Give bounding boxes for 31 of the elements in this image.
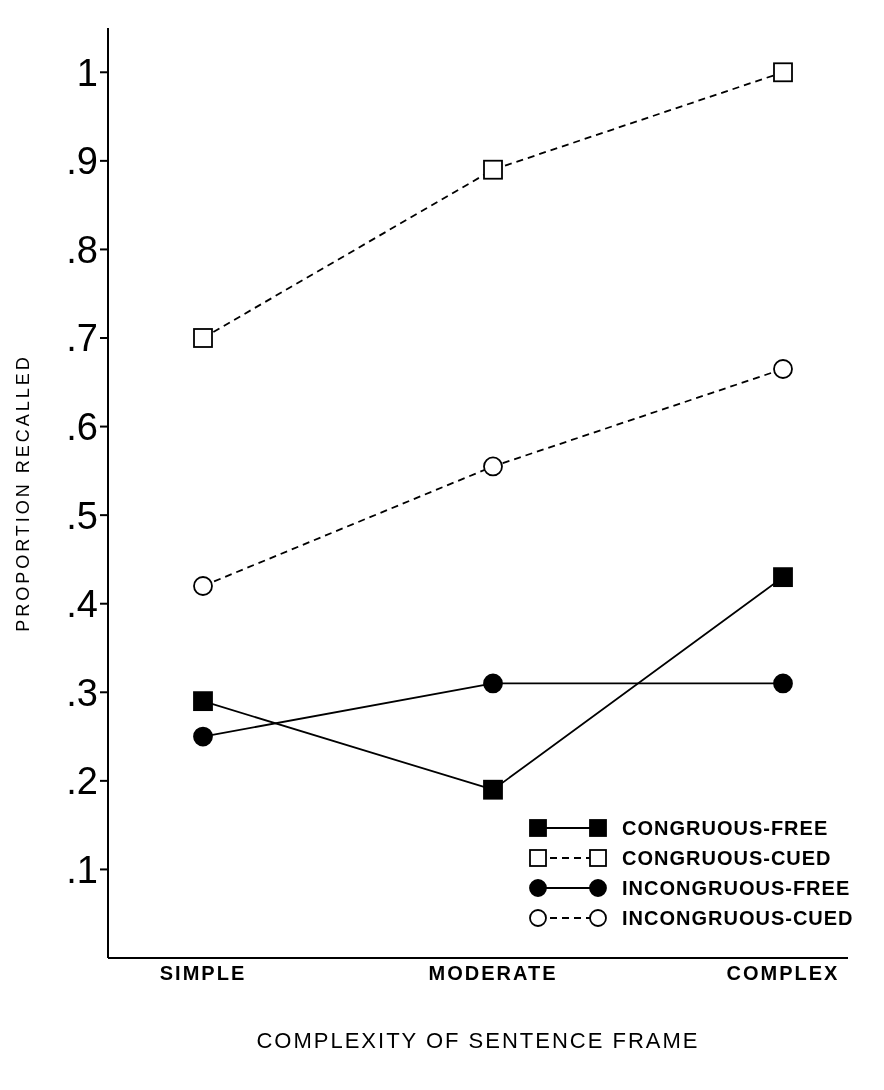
x-tick-label: MODERATE <box>428 962 558 985</box>
y-tick-label: .7 <box>66 317 98 360</box>
y-tick-label: .2 <box>66 760 98 803</box>
y-tick-label: 1 <box>76 51 98 94</box>
y-tick-label: .5 <box>66 494 98 537</box>
y-tick-label: .6 <box>66 406 98 449</box>
point <box>483 673 503 694</box>
point <box>773 567 793 588</box>
point <box>483 159 503 180</box>
point <box>193 576 213 596</box>
point <box>193 328 213 348</box>
legend-label: CONGRUOUS-CUED <box>622 846 832 870</box>
y-tick-label: .9 <box>66 140 98 183</box>
legend-label: INCONGRUOUS-FREE <box>622 876 851 900</box>
y-axis-title: PROPORTION RECALLED <box>13 354 34 632</box>
y-tick-label: .8 <box>66 228 98 271</box>
point <box>483 779 503 800</box>
point <box>773 62 793 83</box>
y-tick-label: .1 <box>66 848 98 891</box>
x-tick-label: COMPLEX <box>726 962 840 985</box>
y-tick-label: .3 <box>66 671 98 714</box>
point <box>193 726 213 747</box>
x-tick-label: SIMPLE <box>159 962 247 985</box>
x-axis-title: COMPLEXITY OF SENTENCE FRAME <box>256 1028 700 1053</box>
point <box>773 359 793 379</box>
point <box>483 456 503 477</box>
legend-label: CONGRUOUS-FREE <box>622 816 829 840</box>
point <box>773 673 793 694</box>
y-tick-label: .4 <box>66 583 98 626</box>
legend-label: INCONGRUOUS-CUED <box>622 906 854 930</box>
point <box>193 691 213 712</box>
